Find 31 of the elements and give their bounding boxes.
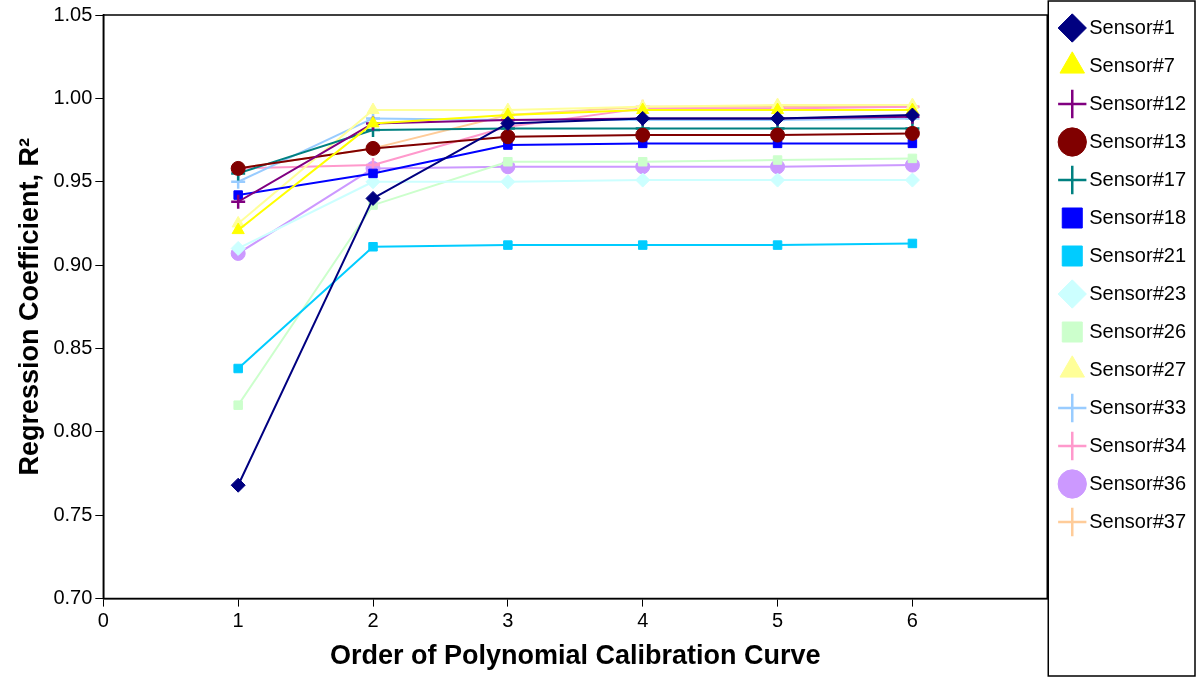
legend-label: Sensor#17 — [1089, 167, 1187, 190]
x-tick-label: 3 — [502, 609, 514, 632]
legend-label: Sensor#33 — [1089, 395, 1187, 418]
legend-label: Sensor#7 — [1089, 53, 1175, 76]
x-tick-label: 4 — [637, 609, 649, 632]
y-tick-label: 1.05 — [53, 2, 93, 25]
legend-label: Sensor#18 — [1089, 205, 1187, 228]
x-tick-label: 5 — [772, 609, 784, 632]
legend-label: Sensor#36 — [1089, 471, 1187, 494]
legend-label: Sensor#27 — [1089, 357, 1187, 380]
y-tick-label: 0.70 — [53, 586, 93, 609]
x-tick-label: 0 — [97, 609, 109, 632]
legend-label: Sensor#13 — [1089, 129, 1187, 152]
legend-label: Sensor#34 — [1089, 433, 1187, 456]
y-tick-label: 0.85 — [53, 336, 93, 358]
y-tick-label: 0.95 — [53, 169, 93, 192]
legend-label: Sensor#21 — [1089, 243, 1187, 266]
legend-label: Sensor#37 — [1089, 509, 1187, 532]
x-axis-title: Order of Polynomial Calibration Curve — [330, 640, 821, 671]
y-tick-label: 0.80 — [53, 419, 93, 442]
y-tick-label: 1.00 — [53, 85, 93, 108]
legend-label: Sensor#23 — [1089, 281, 1187, 304]
x-tick-label: 1 — [232, 609, 244, 632]
y-tick-label: 0.90 — [53, 252, 93, 275]
legend-label: Sensor#1 — [1089, 15, 1175, 38]
x-tick-label: 2 — [367, 609, 379, 632]
x-tick-label: 6 — [906, 609, 918, 632]
legend-label: Sensor#12 — [1089, 91, 1187, 114]
y-axis-title: Regression Coefficient, R² — [13, 138, 44, 476]
legend-label: Sensor#26 — [1089, 319, 1187, 342]
y-tick-label: 0.75 — [53, 502, 93, 525]
